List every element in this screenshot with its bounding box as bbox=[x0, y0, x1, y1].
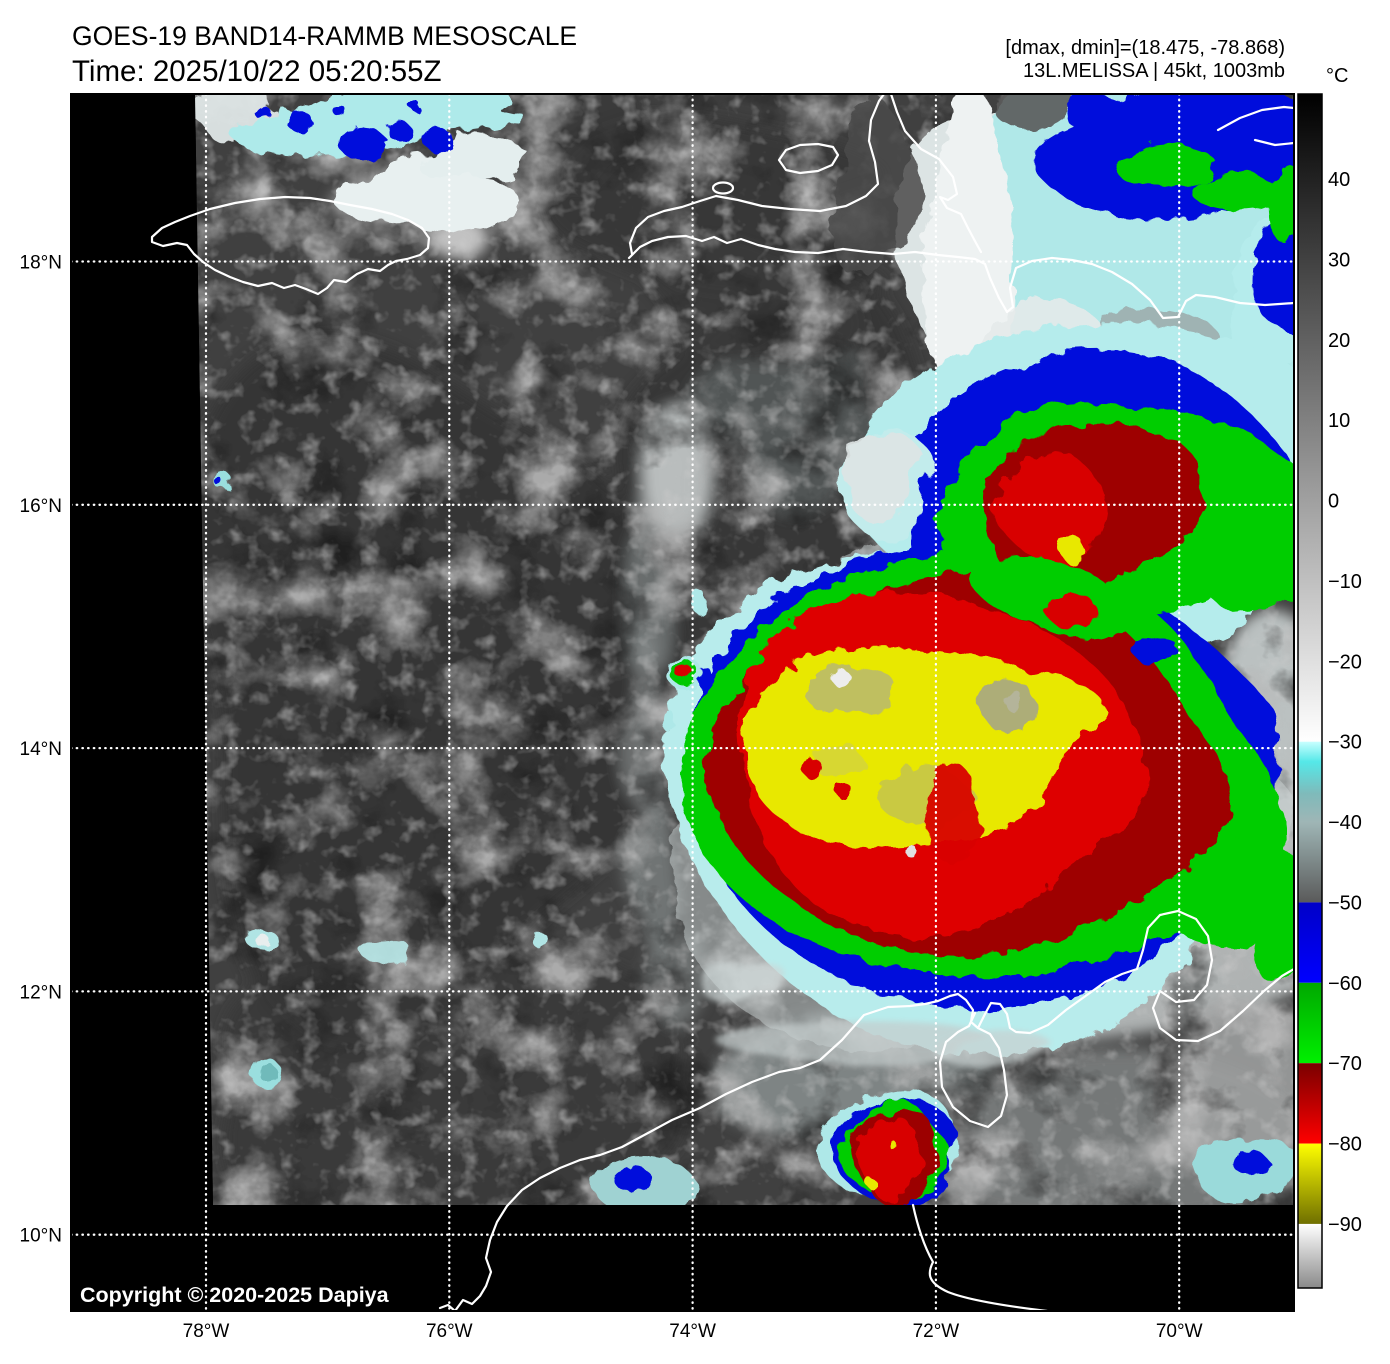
svg-text:30: 30 bbox=[1328, 249, 1350, 271]
svg-text:16°N: 16°N bbox=[20, 496, 62, 517]
svg-text:−80: −80 bbox=[1328, 1134, 1362, 1156]
svg-text:40: 40 bbox=[1328, 169, 1350, 191]
svg-text:[dmax, dmin]=(18.475, -78.868): [dmax, dmin]=(18.475, -78.868) bbox=[1005, 37, 1285, 59]
svg-text:76°W: 76°W bbox=[426, 1321, 473, 1342]
svg-text:−20: −20 bbox=[1328, 651, 1362, 673]
svg-text:−60: −60 bbox=[1328, 973, 1362, 995]
svg-text:12°N: 12°N bbox=[20, 982, 62, 1003]
svg-text:10: 10 bbox=[1328, 410, 1350, 432]
svg-text:−90: −90 bbox=[1328, 1214, 1362, 1236]
svg-text:Copyright © 2020-2025 Dapiya: Copyright © 2020-2025 Dapiya bbox=[80, 1283, 390, 1307]
svg-text:Time: 2025/10/22 05:20:55Z: Time: 2025/10/22 05:20:55Z bbox=[72, 55, 442, 88]
svg-text:14°N: 14°N bbox=[20, 739, 62, 760]
svg-text:13L.MELISSA | 45kt, 1003mb: 13L.MELISSA | 45kt, 1003mb bbox=[1023, 60, 1285, 82]
svg-text:−30: −30 bbox=[1328, 732, 1362, 754]
svg-text:70°W: 70°W bbox=[1156, 1321, 1203, 1342]
svg-text:−10: −10 bbox=[1328, 571, 1362, 593]
svg-text:78°W: 78°W bbox=[183, 1321, 230, 1342]
svg-text:72°W: 72°W bbox=[913, 1321, 960, 1342]
svg-text:74°W: 74°W bbox=[669, 1321, 716, 1342]
svg-text:10°N: 10°N bbox=[20, 1226, 62, 1247]
svg-text:−70: −70 bbox=[1328, 1053, 1362, 1075]
svg-text:18°N: 18°N bbox=[20, 253, 62, 274]
svg-text:20: 20 bbox=[1328, 330, 1350, 352]
svg-text:0: 0 bbox=[1328, 491, 1339, 513]
svg-text:GOES-19 BAND14-RAMMB MESOSCALE: GOES-19 BAND14-RAMMB MESOSCALE bbox=[72, 21, 577, 51]
svg-text:−50: −50 bbox=[1328, 892, 1362, 914]
svg-text:°C: °C bbox=[1326, 65, 1348, 87]
svg-text:−40: −40 bbox=[1328, 812, 1362, 834]
